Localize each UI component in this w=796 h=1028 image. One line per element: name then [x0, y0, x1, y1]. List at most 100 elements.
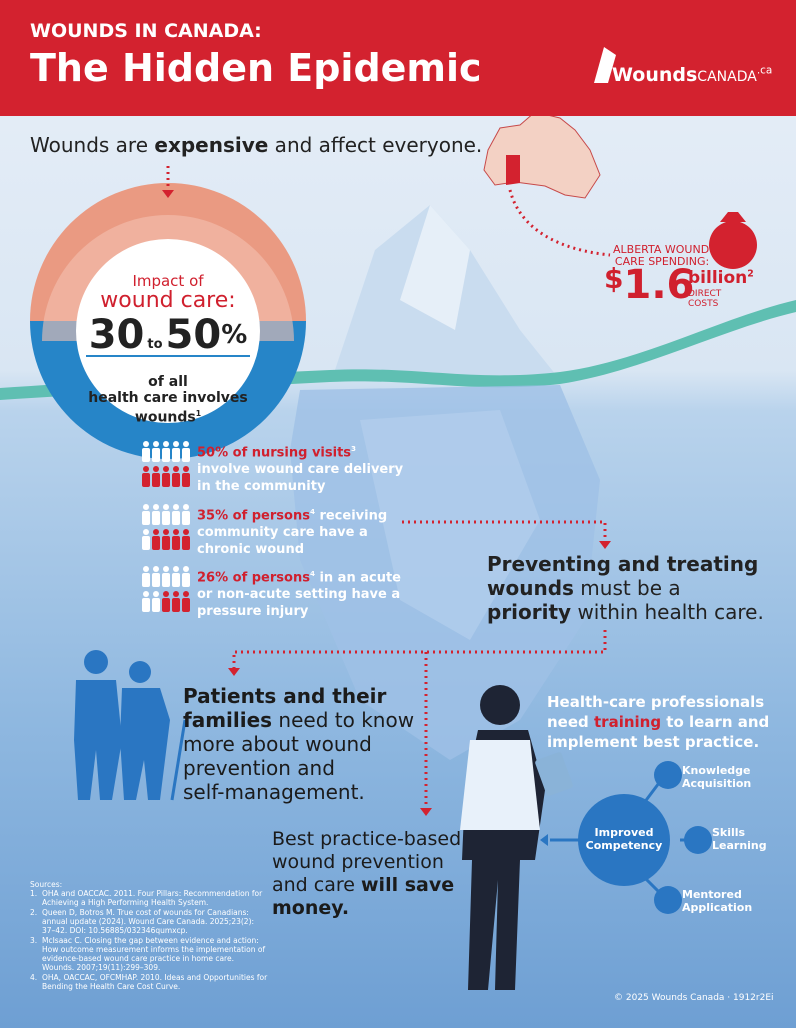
person-icon — [153, 504, 159, 510]
person-icon — [162, 598, 170, 612]
circle-center — [76, 239, 260, 423]
person-icon — [162, 511, 170, 525]
alberta-amount: $1.6 — [604, 262, 694, 308]
person-icon — [172, 536, 180, 550]
currency: $ — [604, 262, 624, 295]
amount: 1.6 — [623, 262, 695, 308]
range-high: 50 — [165, 312, 222, 358]
person-icon — [183, 441, 189, 447]
patients-line: prevention and — [183, 756, 335, 780]
person-icon — [142, 598, 150, 612]
source-number: 4. — [30, 973, 38, 982]
person-icon — [173, 566, 179, 572]
person-icon — [172, 598, 180, 612]
person-icon — [152, 536, 160, 550]
person-icon — [153, 441, 159, 447]
alberta-unit: billion2 — [688, 268, 754, 288]
person-icon — [142, 473, 150, 487]
person-icon — [163, 466, 169, 472]
source-text: OHA, OACCAC, OFCMHAP. 2010. Ideas and Op… — [42, 973, 268, 991]
person-icon — [153, 566, 159, 572]
alberta-note: DIRECT COSTS — [688, 289, 721, 309]
priority-line: Preventing and treating — [487, 552, 759, 576]
person-icon — [152, 473, 160, 487]
source-items: 1. OHA and OACCAC. 2011. Four Pillars: Re… — [30, 889, 268, 991]
savings-text: and care — [272, 874, 361, 896]
intro-emphasis: expensive — [154, 133, 269, 157]
impact-caption: of all health care involves wounds1 — [76, 374, 260, 426]
ref: 4 — [309, 569, 315, 578]
person-icon — [173, 441, 179, 447]
stat: 35% of persons4 receiving community care … — [197, 503, 387, 558]
competency-node — [654, 886, 682, 914]
competency-center — [578, 794, 670, 886]
competency-node — [654, 761, 682, 789]
competency-node — [684, 826, 712, 854]
subtitle: WOUNDS IN CANADA: — [30, 20, 262, 42]
stat-text: in an acute — [314, 570, 402, 586]
sources: Sources: 1. OHA and OACCAC. 2011. Four Pi… — [30, 880, 268, 992]
iceberg-base — [360, 410, 540, 640]
priority-emphasis: wounds — [487, 576, 574, 600]
label-line: CARE SPENDING: — [614, 255, 710, 268]
competency-center-label: Improved Competency — [578, 826, 670, 852]
patients-line: self-management. — [183, 780, 365, 804]
person-icon — [162, 448, 170, 462]
iceberg-tip — [400, 205, 470, 330]
canada-map — [483, 111, 601, 199]
intro-text: and affect everyone. — [268, 133, 483, 157]
ref: 1 — [195, 409, 202, 418]
stat-line: pressure injury — [197, 604, 309, 620]
stat-line: in the community — [197, 479, 326, 495]
stat-highlight: 35% of persons — [197, 508, 310, 524]
source-number: 2. — [30, 908, 38, 917]
person-icon — [183, 529, 189, 535]
person-icon — [163, 566, 169, 572]
savings-emphasis: will save — [361, 874, 455, 896]
nurse-silhouette — [460, 685, 573, 990]
person-icon — [152, 511, 160, 525]
logo-domain: .ca — [756, 64, 773, 77]
person-icon — [183, 591, 189, 597]
stat-line: chronic wound — [197, 542, 305, 558]
range-percent: % — [221, 320, 248, 350]
source-item: 2. Queen D, Botros M. True cost of wounds… — [30, 908, 268, 935]
savings-line: money. — [272, 897, 350, 919]
logo-mark — [594, 47, 616, 83]
arrowheads — [162, 190, 611, 816]
person-icon — [162, 536, 170, 550]
person-icon — [162, 573, 170, 587]
label-line: ALBERTA WOUND — [613, 243, 710, 256]
person-icon — [163, 591, 169, 597]
priority-line: wounds must be a — [487, 576, 764, 600]
money-bag — [709, 221, 757, 269]
caption-line: health care involves — [88, 390, 248, 406]
person-icon — [143, 441, 149, 447]
stat-line: 26% of persons4 in an acute — [197, 565, 401, 586]
stat-text: receiving — [314, 508, 388, 524]
caption-line: wounds1 — [76, 406, 260, 426]
person-icon — [143, 591, 149, 597]
person-icon — [143, 504, 149, 510]
person-icon — [182, 448, 190, 462]
arrowhead — [540, 834, 548, 846]
person-icon — [173, 504, 179, 510]
person-icon — [182, 511, 190, 525]
stat-line: community care have a — [197, 525, 368, 541]
person-icon — [172, 473, 180, 487]
range-low: 30 — [88, 312, 145, 358]
connectors — [166, 166, 611, 808]
person-icon — [182, 573, 190, 587]
stat-line: 50% of nursing visits3 — [197, 440, 403, 461]
intro-text: Wounds are — [30, 133, 155, 157]
person-icon — [163, 529, 169, 535]
person-icon — [142, 448, 150, 462]
source-number: 1. — [30, 889, 38, 898]
impact-label: wound care: — [100, 288, 236, 313]
professionals-line: Health-care professionals — [547, 693, 765, 711]
person-icon — [183, 566, 189, 572]
source-text: OHA and OACCAC. 2011. Four Pillars: Reco… — [42, 889, 263, 907]
stat: 26% of persons4 in an acute or non-acute … — [197, 565, 401, 620]
professionals: Health-care professionals need training … — [547, 692, 769, 752]
footer: © 2025 Wounds Canada · 1912r2Ei — [614, 993, 774, 1003]
